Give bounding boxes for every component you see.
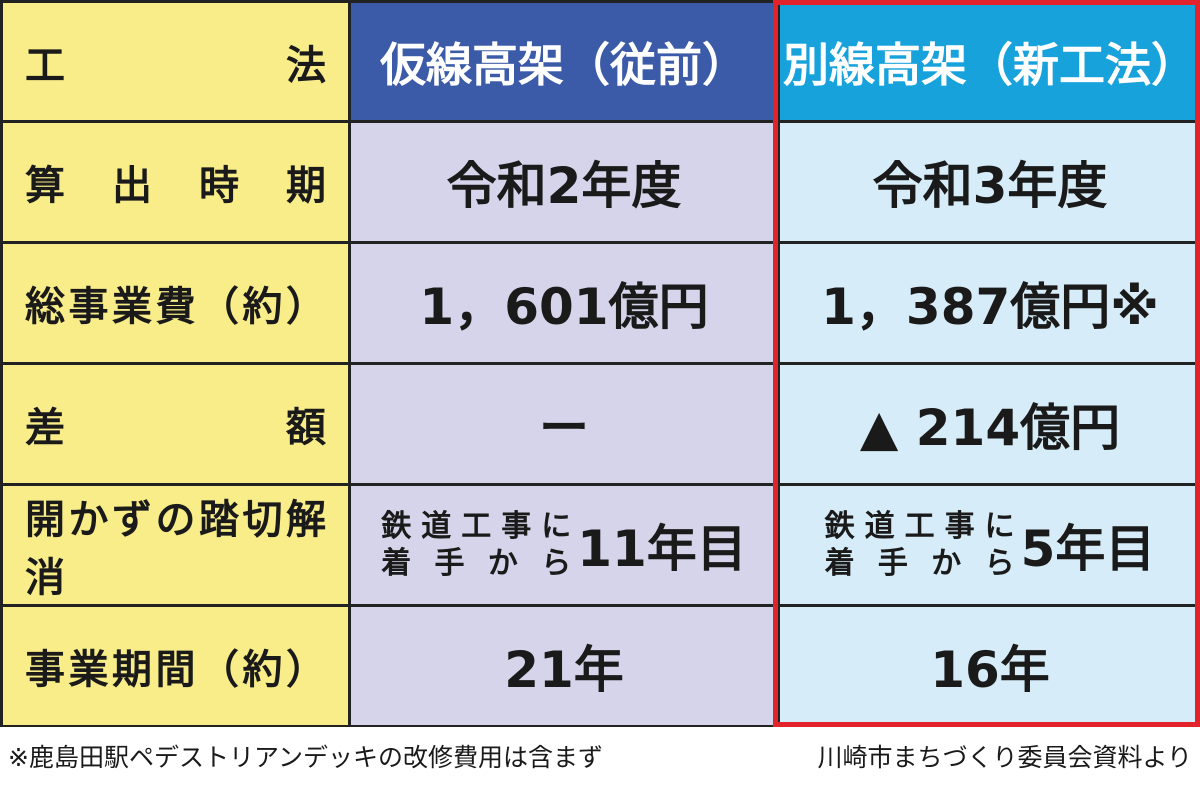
table-cell: 令和2年度	[351, 123, 777, 241]
header-cell: 別線高架（新工法）	[780, 3, 1200, 120]
table-cell: 令和3年度	[780, 123, 1200, 241]
table-cell: ー	[351, 365, 777, 483]
table-cell: 鉄道工事に 着手から 11年目	[351, 486, 777, 604]
row-label-cell: 算出時期	[3, 123, 348, 241]
table-cell: 1，387億円※	[780, 244, 1200, 362]
table-cell: ▲ 214億円	[780, 365, 1200, 483]
table-cell: 鉄道工事に 着手から 5年目	[780, 486, 1200, 604]
row-label-cell: 総事業費（約）	[3, 244, 348, 362]
cell-note: 鉄道工事に 着手から	[381, 508, 571, 583]
table-cell: 1，601億円	[351, 244, 777, 362]
note-line: 鉄道工事に	[824, 508, 1015, 544]
table-cell: 21年	[351, 607, 777, 725]
cell-value: 11年目	[577, 520, 747, 578]
comparison-table: 工法 仮線高架（従前） 別線高架（新工法） 算出時期 令和2年度 令和3年度 総…	[0, 0, 1200, 727]
header-label: 工法	[25, 42, 326, 89]
note-line: 着手から	[381, 546, 572, 581]
footnote: ※鹿島田駅ペデストリアンデッキの改修費用は含まず	[8, 743, 603, 772]
cell-value: 5年目	[1020, 520, 1156, 578]
note-line: 着手から	[824, 546, 1015, 581]
table-cell: 16年	[780, 607, 1200, 725]
row-label: 差額	[25, 405, 326, 451]
row-label: 総事業費（約）	[25, 284, 326, 330]
note-line: 鉄道工事に	[381, 508, 572, 544]
row-label: 事業期間（約）	[25, 647, 326, 693]
row-label: 算出時期	[25, 163, 326, 209]
row-label-cell: 差額	[3, 365, 348, 483]
footer: ※鹿島田駅ペデストリアンデッキの改修費用は含まず 川崎市まちづくり委員会資料より	[8, 727, 1192, 785]
header-cell: 仮線高架（従前）	[351, 3, 777, 120]
row-label-cell: 開かずの踏切解消	[3, 486, 348, 604]
source: 川崎市まちづくり委員会資料より	[817, 743, 1192, 772]
row-label: 開かずの踏切解消	[25, 497, 326, 601]
cell-note: 鉄道工事に 着手から	[825, 508, 1015, 583]
header-cell: 工法	[3, 3, 348, 120]
row-label-cell: 事業期間（約）	[3, 607, 348, 725]
